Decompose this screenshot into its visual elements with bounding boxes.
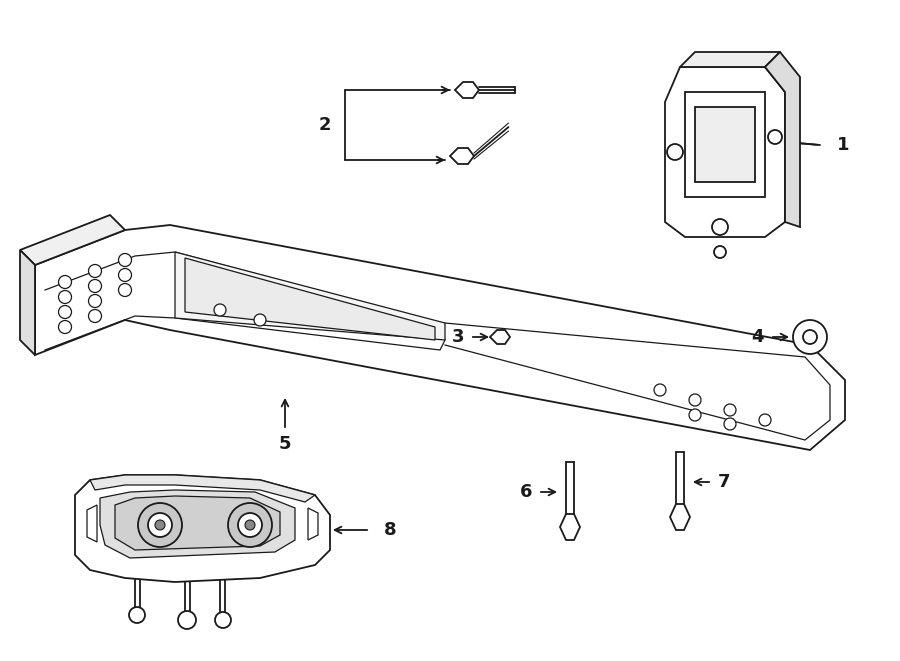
Polygon shape bbox=[90, 475, 315, 502]
Circle shape bbox=[689, 409, 701, 421]
Circle shape bbox=[119, 254, 131, 266]
Polygon shape bbox=[560, 514, 580, 540]
Circle shape bbox=[254, 314, 266, 326]
Polygon shape bbox=[20, 215, 125, 265]
Circle shape bbox=[214, 304, 226, 316]
Circle shape bbox=[228, 503, 272, 547]
Circle shape bbox=[712, 219, 728, 235]
Polygon shape bbox=[87, 505, 97, 542]
Circle shape bbox=[148, 513, 172, 537]
Circle shape bbox=[178, 611, 196, 629]
Circle shape bbox=[58, 305, 71, 319]
Polygon shape bbox=[115, 496, 280, 550]
Circle shape bbox=[58, 276, 71, 288]
Polygon shape bbox=[450, 148, 474, 164]
Text: 6: 6 bbox=[520, 483, 532, 501]
Circle shape bbox=[58, 321, 71, 334]
Circle shape bbox=[88, 295, 102, 307]
Polygon shape bbox=[35, 225, 845, 450]
Polygon shape bbox=[665, 67, 785, 237]
Polygon shape bbox=[765, 52, 800, 227]
Circle shape bbox=[724, 418, 736, 430]
Circle shape bbox=[88, 280, 102, 293]
Circle shape bbox=[759, 414, 771, 426]
Polygon shape bbox=[75, 475, 330, 582]
Circle shape bbox=[667, 144, 683, 160]
Circle shape bbox=[155, 520, 165, 530]
Circle shape bbox=[689, 394, 701, 406]
Circle shape bbox=[238, 513, 262, 537]
Circle shape bbox=[245, 520, 255, 530]
Polygon shape bbox=[455, 82, 479, 98]
Polygon shape bbox=[185, 258, 435, 340]
Polygon shape bbox=[685, 92, 765, 197]
Circle shape bbox=[138, 503, 182, 547]
Circle shape bbox=[88, 309, 102, 323]
Text: 7: 7 bbox=[718, 473, 730, 491]
Text: 2: 2 bbox=[319, 116, 331, 134]
Circle shape bbox=[724, 404, 736, 416]
Circle shape bbox=[793, 320, 827, 354]
Circle shape bbox=[654, 384, 666, 396]
Circle shape bbox=[129, 607, 145, 623]
Polygon shape bbox=[680, 52, 780, 67]
Polygon shape bbox=[490, 330, 510, 344]
Polygon shape bbox=[20, 250, 35, 355]
Polygon shape bbox=[308, 508, 318, 540]
Circle shape bbox=[119, 284, 131, 297]
Text: 1: 1 bbox=[837, 136, 850, 154]
Circle shape bbox=[803, 330, 817, 344]
Circle shape bbox=[215, 612, 231, 628]
Circle shape bbox=[58, 290, 71, 303]
Circle shape bbox=[768, 130, 782, 144]
Text: 3: 3 bbox=[452, 328, 464, 346]
Polygon shape bbox=[175, 252, 445, 340]
Circle shape bbox=[119, 268, 131, 282]
Polygon shape bbox=[695, 107, 755, 182]
Circle shape bbox=[88, 264, 102, 278]
Text: 5: 5 bbox=[279, 435, 292, 453]
Text: 8: 8 bbox=[383, 521, 396, 539]
Text: 4: 4 bbox=[751, 328, 763, 346]
Circle shape bbox=[714, 246, 726, 258]
Polygon shape bbox=[670, 504, 690, 530]
Polygon shape bbox=[100, 490, 295, 558]
